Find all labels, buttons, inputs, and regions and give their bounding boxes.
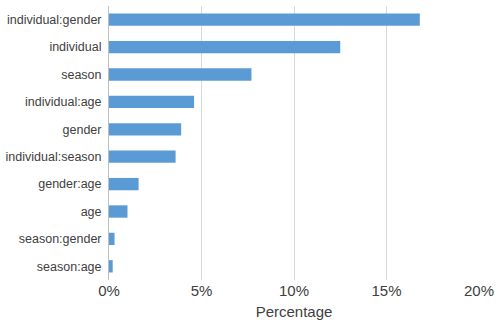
svg-text:gender: gender [63,123,102,137]
svg-text:Percentage: Percentage [256,303,333,320]
svg-text:individual:season: individual:season [6,150,102,164]
svg-text:5%: 5% [191,282,213,299]
svg-text:age: age [81,205,102,219]
svg-text:gender:age: gender:age [38,177,101,191]
svg-text:0%: 0% [98,282,120,299]
svg-text:individual:gender: individual:gender [7,13,102,27]
svg-text:season: season [61,68,101,82]
svg-text:20%: 20% [464,282,494,299]
svg-text:15%: 15% [371,282,401,299]
svg-text:10%: 10% [279,282,309,299]
svg-text:season:gender: season:gender [19,232,102,246]
svg-text:individual:age: individual:age [25,95,101,109]
svg-text:individual: individual [49,40,101,54]
svg-text:season:age: season:age [37,260,102,274]
